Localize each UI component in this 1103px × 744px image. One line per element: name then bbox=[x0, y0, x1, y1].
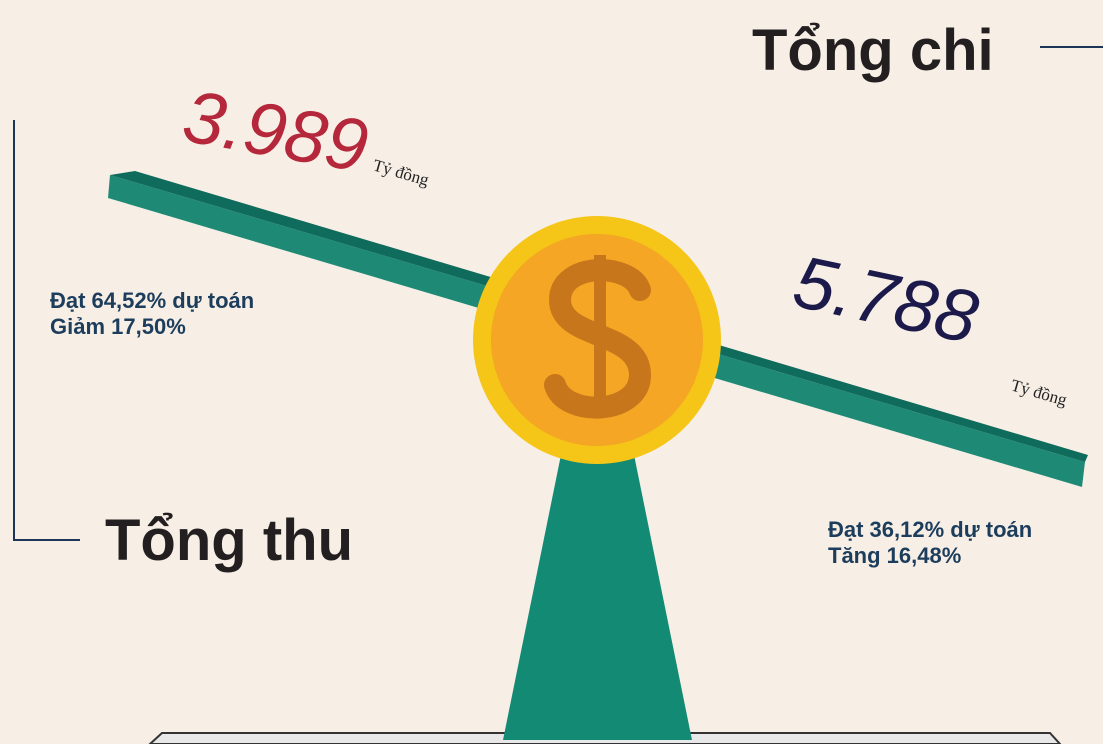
note: Tăng 16,48% bbox=[828, 543, 961, 568]
title: Tổng chi bbox=[752, 18, 994, 83]
title: Tổng thu bbox=[105, 508, 353, 573]
note: Đạt 64,52% dự toán bbox=[50, 288, 254, 313]
infographic: 3.989 Tỷ đồng Đạt 64,52% dự toán Giảm 17… bbox=[0, 0, 1103, 744]
note: Giảm 17,50% bbox=[50, 314, 186, 339]
note: Đạt 36,12% dự toán bbox=[828, 517, 1032, 542]
